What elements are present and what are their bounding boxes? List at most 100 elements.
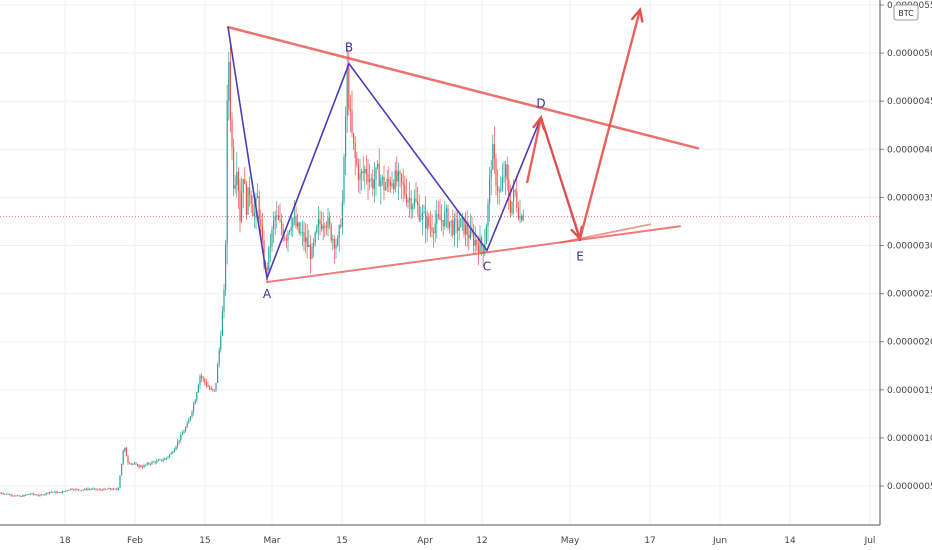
candle-body xyxy=(20,495,22,497)
candle-body xyxy=(103,488,105,491)
candle-body xyxy=(245,184,247,215)
candle-body xyxy=(114,488,116,490)
candle-body xyxy=(45,492,47,495)
candle-body xyxy=(202,377,204,379)
candle-body xyxy=(450,220,452,222)
candle-body xyxy=(397,171,399,182)
candle-body xyxy=(367,174,369,183)
candle-body xyxy=(82,489,84,491)
candle-body xyxy=(181,433,183,435)
candle-body xyxy=(365,169,367,175)
candle-body xyxy=(229,61,231,120)
candle-body xyxy=(447,208,449,228)
currency-badge[interactable]: BTC xyxy=(893,4,919,21)
y-tick-label: 0.00000150 xyxy=(887,386,932,396)
candle-body xyxy=(484,243,486,254)
currency-badge-label: BTC xyxy=(898,9,914,18)
candle-body xyxy=(133,463,135,465)
candle-body xyxy=(441,220,443,221)
candle-body xyxy=(92,488,94,490)
candle-body xyxy=(399,171,401,175)
candle-body xyxy=(305,237,307,242)
candle-body xyxy=(460,218,462,228)
candle-body xyxy=(141,466,143,468)
y-tick-label: 0.00000200 xyxy=(887,338,932,348)
candle-body xyxy=(154,461,156,463)
candle-body xyxy=(34,494,36,496)
candle-body xyxy=(93,488,95,490)
candle-body xyxy=(76,489,78,490)
candle-body xyxy=(220,335,222,350)
candle-body xyxy=(489,177,491,204)
candle-body xyxy=(442,220,444,227)
candle-body xyxy=(290,226,292,231)
candle-body xyxy=(503,176,505,178)
candle-body xyxy=(266,266,268,270)
candle-body xyxy=(449,221,451,228)
candle-body xyxy=(319,219,321,225)
candle-body xyxy=(41,494,43,496)
candle-body xyxy=(122,450,124,464)
candle-body xyxy=(39,494,41,496)
candle-body xyxy=(85,488,87,490)
candle-body xyxy=(116,488,118,490)
candle-body xyxy=(292,218,294,227)
candle-body xyxy=(108,488,110,490)
candle-body xyxy=(517,207,519,219)
candle-body xyxy=(429,225,431,228)
candle-body xyxy=(295,216,297,227)
candle-body xyxy=(354,142,356,158)
x-tick-label: 17 xyxy=(644,536,655,546)
candle-body xyxy=(337,238,339,245)
candle-body xyxy=(180,434,182,441)
candle-body xyxy=(143,465,145,468)
candle-body xyxy=(349,108,351,111)
y-tick-label: 0.00000450 xyxy=(887,97,932,107)
candle-body xyxy=(189,416,191,421)
candle-body xyxy=(252,204,254,216)
candle-body xyxy=(97,489,99,491)
candle-body xyxy=(268,246,270,270)
candle-body xyxy=(466,224,468,235)
candle-body xyxy=(511,201,513,214)
triangle-lower-trendline xyxy=(266,225,681,284)
candle-body xyxy=(77,489,79,491)
candle-body xyxy=(193,404,195,412)
candle-body xyxy=(162,459,164,461)
candle-body xyxy=(506,164,508,180)
candle-body xyxy=(101,489,103,491)
candle-body xyxy=(457,219,459,232)
candle-body xyxy=(247,187,249,215)
candle-body xyxy=(165,457,167,459)
candle-body xyxy=(98,489,100,491)
candle-body xyxy=(125,447,127,457)
candle-body xyxy=(338,225,340,239)
candle-body xyxy=(12,495,14,497)
candle-body xyxy=(188,420,190,424)
candle-body xyxy=(487,203,489,227)
candle-body xyxy=(69,488,71,490)
candle-body xyxy=(31,493,33,495)
candle-body xyxy=(333,238,335,249)
candle-body xyxy=(505,164,507,177)
candle-body xyxy=(378,163,380,187)
candle-body xyxy=(316,226,318,233)
candle-body xyxy=(196,392,198,401)
wave-label-a: A xyxy=(263,287,272,301)
candle-body xyxy=(377,163,379,168)
candle-body xyxy=(226,100,228,245)
candle-body xyxy=(513,189,515,202)
candle-body xyxy=(277,215,279,220)
candle-body xyxy=(373,179,375,189)
candle-body xyxy=(33,493,35,495)
time-axis[interactable]: 18 Feb 15 Mar 15 Apr 12 May 17 Jun 14 Jul xyxy=(0,524,880,546)
candle-body xyxy=(113,488,115,490)
candle-body xyxy=(61,491,63,494)
candle-body xyxy=(281,220,283,230)
candle-body xyxy=(21,495,23,497)
candle-body xyxy=(87,489,89,490)
candle-body xyxy=(522,214,524,221)
